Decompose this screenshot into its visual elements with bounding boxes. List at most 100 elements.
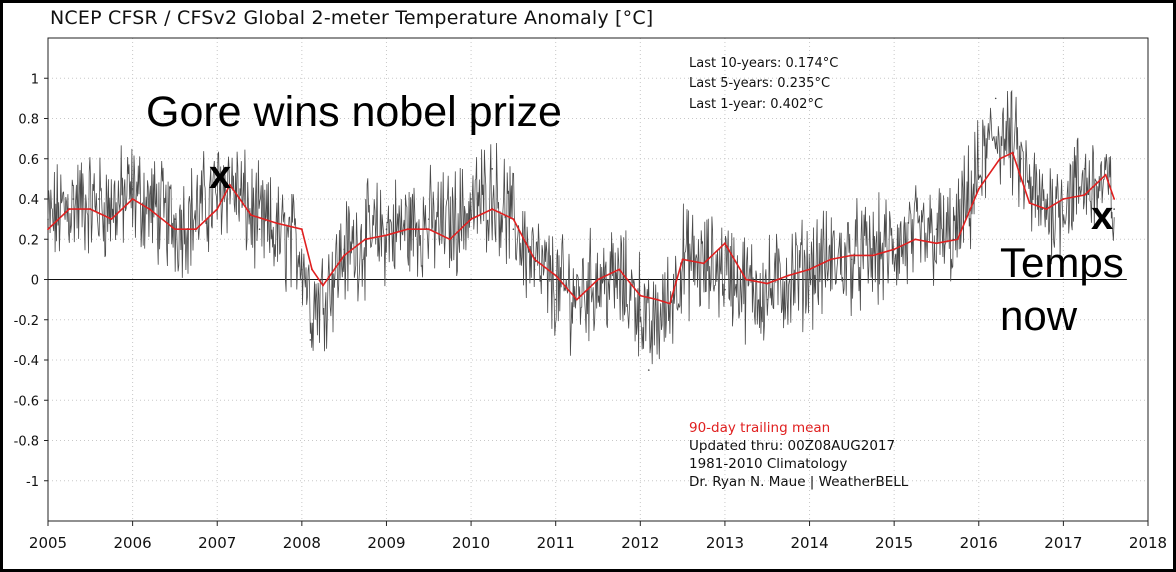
mean-point [470, 218, 472, 221]
daily-point [512, 228, 515, 230]
daily-point [491, 168, 494, 170]
mean-point [1062, 198, 1065, 200]
daily-point [309, 339, 312, 341]
daily-point [131, 188, 134, 190]
mean-point [808, 268, 811, 271]
mean-point [343, 254, 346, 257]
x-tick-label: 2010 [452, 534, 490, 552]
mean-point [427, 228, 430, 231]
mean-point [1083, 194, 1086, 196]
daily-point [647, 369, 650, 371]
mean-point [1011, 151, 1014, 154]
info-credit: Dr. Ryan N. Maue | WeatherBELL [689, 474, 909, 490]
mean-point [956, 238, 959, 241]
daily-point [470, 198, 472, 200]
daily-point [639, 308, 642, 311]
daily-point [343, 248, 345, 251]
mean-point [216, 208, 219, 210]
daily-point [851, 258, 853, 261]
x-tick-label: 2008 [283, 534, 321, 552]
mean-point [195, 228, 197, 231]
info-updated: Updated thru: 00Z08AUG2017 [689, 438, 895, 454]
mean-point [1113, 198, 1116, 200]
x-tick-label: 2015 [875, 534, 913, 552]
stat-last-10-years: Last 10-years: 0.174°C [689, 56, 838, 71]
mean-point [554, 274, 557, 277]
mean-point [656, 298, 659, 301]
daily-point [385, 228, 388, 230]
x-tick-label: 2018 [1129, 534, 1167, 552]
mean-point [174, 228, 176, 231]
annotation-x-2017: x [1091, 194, 1113, 238]
mean-point [385, 234, 388, 237]
daily-point [724, 288, 726, 291]
mean-point [229, 184, 231, 186]
mean-point [250, 214, 252, 217]
y-tick-label: -0.4 [14, 354, 39, 369]
daily-point [1020, 157, 1022, 160]
daily-point [224, 168, 227, 170]
x-tick-label: 2009 [367, 534, 405, 552]
x-tick-label: 2017 [1044, 534, 1082, 552]
annotation-gore: Gore wins nobel prize [146, 88, 562, 136]
mean-point [669, 302, 671, 305]
mean-point [977, 188, 980, 190]
mean-point [787, 274, 790, 277]
info-climatology: 1981-2010 Climatology [689, 456, 847, 472]
mean-point [364, 238, 367, 241]
mean-point [935, 242, 938, 245]
daily-point [994, 97, 997, 100]
daily-point [1083, 168, 1086, 170]
mean-point [148, 208, 151, 210]
mean-point [1104, 173, 1107, 176]
x-tick-label: 2005 [29, 534, 67, 552]
daily-point [72, 198, 75, 200]
y-tick-label: 0.8 [18, 113, 39, 128]
y-tick-label: -0.6 [14, 394, 39, 409]
mean-point [89, 208, 92, 210]
mean-point [575, 298, 578, 301]
daily-point [258, 228, 261, 230]
mean-point [512, 218, 515, 221]
y-tick-label: 0.6 [18, 153, 39, 168]
mean-point [322, 284, 324, 287]
x-tick-label: 2013 [706, 534, 744, 552]
mean-point [68, 208, 71, 210]
daily-point [935, 228, 938, 230]
mean-point [110, 218, 113, 221]
annotation-temps: Temps [1000, 239, 1124, 286]
mean-point [724, 242, 726, 245]
mean-point [766, 282, 769, 285]
mean-point [681, 258, 684, 261]
mean-point [618, 268, 621, 271]
mean-point [893, 248, 896, 251]
daily-point [301, 268, 303, 271]
mean-point [829, 258, 832, 261]
mean-point [300, 228, 303, 231]
annotation-x-2007: x [209, 153, 231, 197]
mean-point [131, 198, 134, 200]
daily-point [952, 238, 955, 241]
trailing-mean-points [47, 151, 1116, 305]
mean-point [311, 268, 313, 271]
mean-point [533, 258, 536, 261]
y-tick-label: 1 [31, 72, 39, 87]
annotation-now: now [1000, 292, 1078, 339]
x-tick-label: 2007 [198, 534, 236, 552]
mean-point [745, 278, 747, 281]
y-tick-label: 0.2 [18, 233, 39, 248]
gridlines [48, 38, 1148, 521]
daily-point [533, 268, 536, 271]
y-tick-label: 0.4 [18, 193, 39, 208]
daily-point [977, 157, 980, 160]
mean-point [275, 222, 278, 225]
mean-point [1028, 202, 1031, 204]
x-tick-label: 2014 [790, 534, 828, 552]
mean-point [850, 254, 853, 257]
mean-point [597, 278, 599, 281]
y-axis: 1 0.8 0.6 0.4 0.2 0 -0.2 -0.4 -0.6 -0.8 -1 [14, 72, 48, 490]
daily-point [47, 218, 49, 220]
daily-point [766, 298, 769, 301]
